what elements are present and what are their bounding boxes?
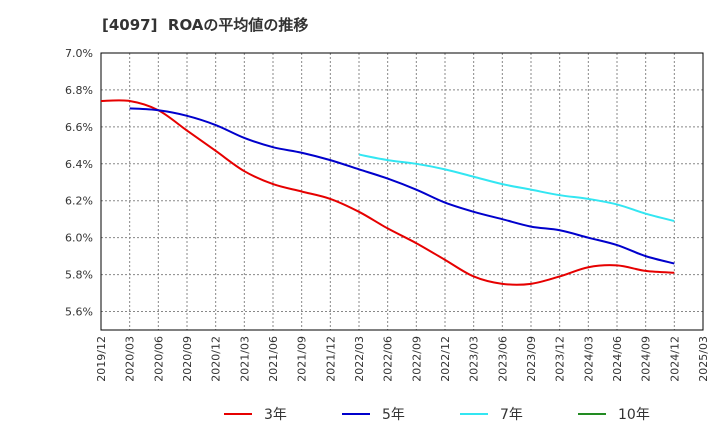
y-tick-label: 5.8% [65,269,93,282]
x-tick-label: 2020/03 [124,336,137,382]
x-tick-label: 2023/09 [525,336,538,382]
series-line-5年 [129,107,675,265]
legend-label: 10年 [618,407,650,423]
x-tick-label: 2021/12 [324,336,337,382]
x-tick-label: 2023/12 [554,336,567,382]
x-tick-label: 2022/06 [382,336,395,382]
y-tick-label: 6.8% [65,84,93,97]
x-tick-label: 2024/12 [668,336,681,382]
x-tick-label: 2024/03 [582,336,595,382]
x-tick-label: 2022/12 [439,336,452,382]
y-tick-label: 6.4% [65,158,93,171]
y-tick-label: 6.6% [65,121,93,134]
y-tick-label: 6.0% [65,232,93,245]
x-tick-label: 2022/09 [410,336,423,382]
y-tick-label: 6.2% [65,195,93,208]
y-axis-ticks: 5.6% 5.8% 6.0% 6.2% 6.4% 6.6% 6.8% 7.0% [65,47,93,319]
x-tick-label: 2022/03 [353,336,366,382]
x-tick-label: 2020/09 [181,336,194,382]
x-tick-label: 2021/09 [296,336,309,382]
x-tick-label: 2024/06 [611,336,624,382]
x-tick-label: 2020/06 [152,336,165,382]
plot-area-border [100,52,704,331]
legend-label: 5年 [382,407,405,423]
x-tick-label: 2023/06 [496,336,509,382]
x-tick-label: 2020/12 [210,336,223,382]
series-line-3年 [100,99,675,286]
chart-title: [4097] ROAの平均値の推移 [102,16,309,34]
x-tick-label: 2021/06 [267,336,280,382]
legend: 3年 5年 7年 10年 [224,407,650,423]
series-line-7年 [358,153,675,223]
x-tick-label: 2025/03 [697,336,710,382]
x-tick-label: 2023/03 [468,336,481,382]
y-tick-label: 7.0% [65,47,93,60]
plot-frame [100,52,704,331]
legend-label: 3年 [264,407,287,423]
series-layer [100,99,675,286]
x-tick-label: 2024/09 [640,336,653,382]
y-tick-label: 5.6% [65,306,93,319]
legend-label: 7年 [500,407,523,423]
x-tick-label: 2019/12 [95,336,108,382]
x-axis-ticks: 2019/12 2020/03 2020/06 2020/09 2020/12 2021/… [95,336,710,382]
grid-layer [100,52,704,330]
x-tick-label: 2021/03 [238,336,251,382]
